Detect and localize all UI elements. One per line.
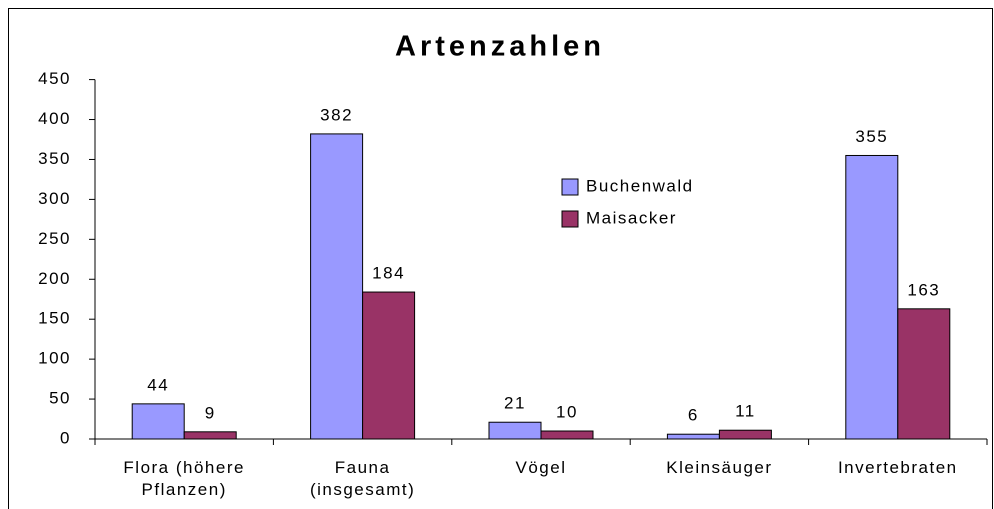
bar: [540, 430, 594, 440]
bar: [183, 431, 237, 440]
legend-label: Buchenwald: [586, 176, 694, 195]
x-tick-label: Fauna (insgesamt): [310, 458, 415, 499]
y-tick-label: 450: [38, 69, 71, 88]
x-tick-label: Flora (höhere Pflanzen): [123, 458, 245, 499]
bar: [897, 308, 951, 440]
bar: [666, 433, 720, 440]
x-tick-label: Vögel: [516, 458, 567, 477]
y-tick-label: 350: [38, 149, 71, 168]
bar: [131, 403, 185, 440]
y-tick-label: 400: [38, 109, 71, 128]
legend-swatch: [561, 178, 579, 196]
bar: [845, 154, 899, 440]
data-label: 355: [855, 127, 888, 146]
data-label: 163: [907, 280, 940, 299]
bar: [362, 291, 416, 440]
legend-swatch: [561, 210, 579, 228]
data-label: 21: [504, 394, 526, 413]
x-tick-label: Kleinsäuger: [666, 458, 772, 477]
data-label: 184: [372, 264, 405, 283]
y-tick-label: 50: [49, 389, 71, 408]
data-label: 11: [735, 402, 756, 421]
y-tick-label: 0: [60, 428, 71, 447]
data-label: 9: [205, 403, 216, 422]
chart-title: Artenzahlen: [395, 31, 605, 63]
y-tick-label: 300: [38, 189, 71, 208]
data-label: 44: [147, 375, 169, 394]
y-tick-label: 100: [38, 349, 71, 368]
y-tick-label: 150: [38, 309, 71, 328]
y-tick-label: 250: [38, 229, 71, 248]
bar: [310, 133, 364, 440]
legend-label: Maisacker: [586, 208, 677, 227]
data-label: 10: [556, 402, 578, 421]
data-label: 382: [320, 105, 353, 124]
x-tick-label: Invertebraten: [838, 458, 958, 477]
bar: [718, 429, 772, 440]
data-label: 6: [688, 406, 699, 425]
y-tick-label: 200: [38, 269, 71, 288]
bar: [488, 421, 542, 440]
